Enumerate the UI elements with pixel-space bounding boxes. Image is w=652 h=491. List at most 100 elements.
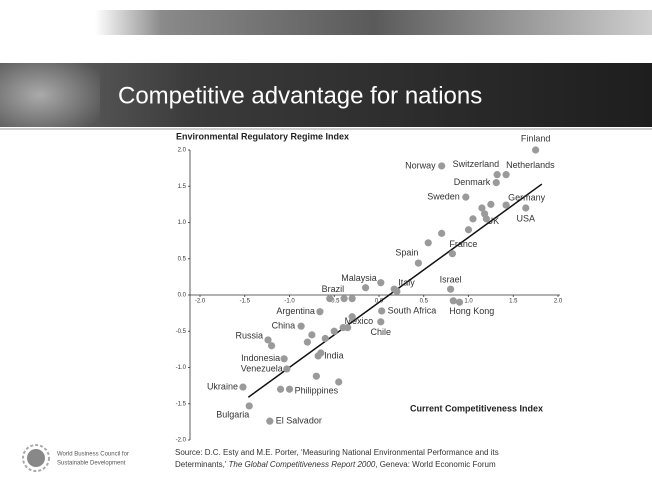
x-tick-label: -1.5 [240, 299, 251, 305]
point-label: Denmark [454, 177, 491, 187]
point [348, 295, 356, 303]
point-label: Mexico [345, 316, 374, 326]
x-tick-label: -0.5 [329, 299, 340, 305]
point [462, 193, 470, 201]
y-tick-label: 2.0 [178, 148, 187, 154]
point-label: Italy [398, 278, 415, 288]
title-bar [0, 63, 652, 127]
top-bar [95, 10, 652, 35]
point-label: Malaysia [341, 273, 377, 283]
point [264, 336, 272, 344]
point [280, 355, 288, 363]
point [482, 215, 490, 223]
point-label: Finland [521, 133, 551, 143]
point [339, 324, 347, 332]
point-label: Switzerland [453, 159, 500, 169]
y-tick-label: -1.0 [176, 365, 187, 371]
point-label: Ukraine [207, 381, 238, 391]
point [447, 285, 455, 293]
point [469, 215, 477, 223]
point-label: UK [487, 216, 500, 226]
point [414, 259, 422, 267]
point [326, 295, 334, 303]
point [493, 171, 501, 179]
point [268, 342, 276, 350]
point [438, 229, 446, 237]
y-axis-title: Environmental Regulatory Regime Index [176, 131, 349, 141]
x-tick-label: 0.5 [420, 299, 429, 305]
source-text: Determinants,’ The Global Competitivenes… [175, 460, 496, 469]
point [378, 307, 386, 315]
x-axis-title: Current Competitiveness Index [410, 403, 543, 413]
point-label: Argentina [276, 306, 315, 316]
y-tick-label: -0.5 [176, 329, 187, 335]
point-label: France [449, 239, 477, 249]
source-text: Source: D.C. Esty and M.E. Porter, ‘Meas… [175, 448, 499, 457]
point-label: USA [517, 213, 536, 223]
y-tick-label: 0.0 [178, 293, 187, 299]
point-label: Brazil [322, 284, 345, 294]
point [239, 383, 247, 391]
point [297, 322, 305, 330]
point [393, 287, 401, 295]
point [317, 349, 325, 357]
point [266, 417, 274, 425]
point [522, 204, 530, 212]
point [377, 279, 385, 287]
x-tick-label: -2.0 [195, 299, 206, 305]
point [330, 327, 338, 335]
point-label: Sweden [427, 192, 460, 202]
x-tick-label: 2.0 [554, 299, 563, 305]
point-label: Venezuela [241, 363, 283, 373]
point-label: Norway [405, 160, 436, 170]
point [316, 308, 324, 316]
point [245, 402, 253, 410]
point-label: China [272, 321, 296, 331]
point [464, 226, 473, 234]
point [455, 298, 464, 306]
point-label: Israel [440, 275, 462, 285]
point-label: Chile [371, 327, 392, 337]
point-label: Netherlands [506, 160, 555, 170]
point-label: Indonesia [241, 353, 280, 363]
y-tick-label: -2.0 [176, 438, 187, 444]
point [285, 385, 294, 393]
point [312, 372, 320, 380]
point [303, 338, 311, 346]
point [321, 334, 329, 343]
point-label: El Salvador [276, 416, 322, 426]
y-tick-label: 1.0 [178, 220, 187, 226]
point-label: Spain [395, 247, 418, 257]
point [532, 146, 540, 154]
y-tick-label: 1.5 [178, 184, 187, 190]
title-texture [0, 63, 100, 127]
point-label: Russia [236, 330, 264, 340]
point-label: Philippines [295, 386, 339, 396]
logo-text: Sustainable Development [57, 461, 126, 467]
point [361, 284, 370, 292]
point [492, 179, 500, 187]
point [438, 162, 446, 170]
point [502, 171, 510, 179]
source-text: Determinants,’ [175, 460, 227, 469]
slide-title: Competitive advantage for nations [118, 82, 482, 109]
point [502, 201, 510, 209]
point-label: Hong Kong [449, 306, 494, 316]
point [340, 295, 348, 303]
point [377, 318, 385, 326]
x-tick-label: 1.5 [509, 299, 518, 305]
logo-icon [27, 449, 45, 467]
point [448, 250, 456, 258]
point [487, 200, 495, 208]
point [449, 297, 457, 305]
source-text: , Geneva: World Economic Forum [375, 460, 496, 469]
point-label: Bulgaria [216, 409, 249, 419]
y-tick-label: 0.5 [178, 256, 187, 262]
source-report: The Global Competitiveness Report 2000 [229, 460, 376, 469]
point [335, 378, 343, 386]
logo: World Business Council for Sustainable D… [22, 444, 129, 472]
x-tick-label: -1.0 [284, 299, 295, 305]
point [276, 385, 285, 393]
